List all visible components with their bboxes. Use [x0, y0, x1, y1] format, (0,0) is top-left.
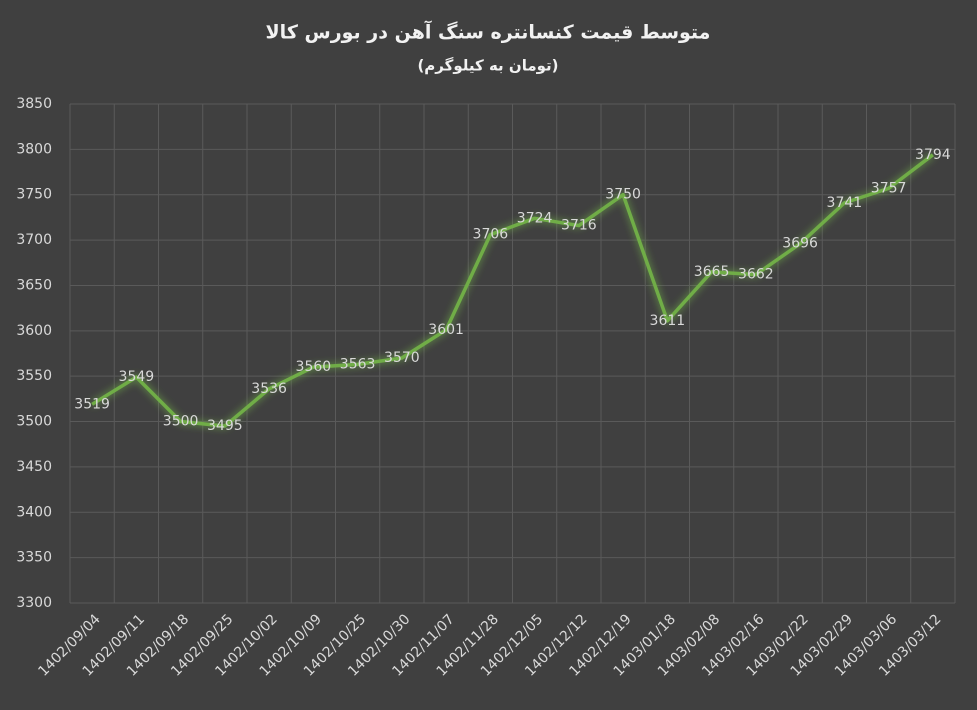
y-tick-label: 3450	[16, 459, 52, 475]
data-label: 3563	[340, 356, 376, 372]
data-label: 3611	[650, 313, 686, 329]
data-label: 3706	[473, 227, 509, 243]
data-label: 3750	[605, 187, 641, 203]
chart-subtitle: (تومان به کیلوگرم)	[417, 57, 558, 75]
y-tick-label: 3850	[16, 96, 52, 112]
y-tick-label: 3500	[16, 414, 52, 430]
chart-title: متوسط قیمت کنسانتره سنگ آهن در بورس کالا	[266, 20, 711, 44]
y-tick-label: 3750	[16, 187, 52, 203]
data-label: 3757	[871, 180, 907, 196]
data-label: 3495	[207, 418, 243, 434]
data-label: 3601	[428, 322, 464, 338]
data-label: 3716	[561, 218, 597, 234]
y-tick-label: 3550	[16, 368, 52, 384]
data-label: 3500	[163, 414, 199, 430]
data-label: 3794	[915, 147, 951, 163]
y-tick-label: 3350	[16, 550, 52, 566]
y-tick-label: 3600	[16, 323, 52, 339]
y-tick-label: 3300	[16, 595, 52, 611]
y-tick-label: 3700	[16, 232, 52, 248]
data-label: 3724	[517, 210, 553, 226]
y-tick-label: 3400	[16, 504, 52, 520]
data-label: 3662	[738, 267, 774, 283]
data-label: 3549	[119, 369, 155, 385]
data-label: 3519	[74, 396, 110, 412]
data-label: 3560	[296, 359, 332, 375]
line	[91, 153, 934, 428]
data-label: 3741	[827, 195, 863, 211]
data-label: 3536	[251, 381, 287, 397]
y-tick-label: 3800	[16, 141, 52, 157]
data-label: 3665	[694, 264, 730, 280]
y-tick-label: 3650	[16, 277, 52, 293]
data-label: 3696	[782, 236, 818, 252]
data-label: 3570	[384, 350, 420, 366]
